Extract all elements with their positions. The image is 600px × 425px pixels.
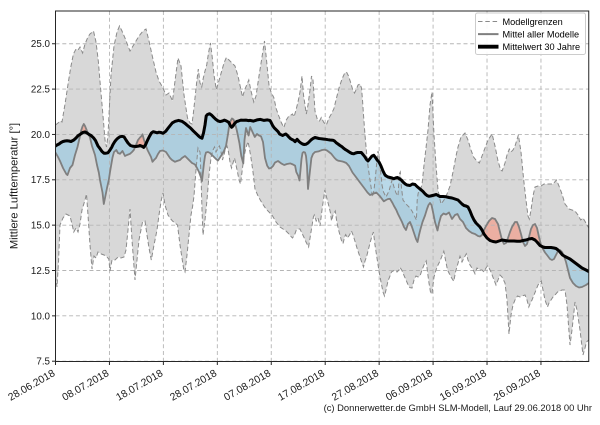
svg-text:(c) Donnerwetter.de GmbH SLM-M: (c) Donnerwetter.de GmbH SLM-Modell, Lau… — [324, 402, 592, 413]
svg-text:10.0: 10.0 — [31, 311, 51, 322]
svg-text:Mittlere Lufttemperatur [°]: Mittlere Lufttemperatur [°] — [9, 123, 21, 249]
svg-text:12.5: 12.5 — [31, 266, 51, 277]
svg-text:Mittel aller Modelle: Mittel aller Modelle — [503, 29, 580, 39]
svg-text:15.0: 15.0 — [31, 221, 51, 232]
svg-text:17.5: 17.5 — [31, 175, 51, 186]
svg-text:25.0: 25.0 — [31, 39, 51, 50]
svg-text:20.0: 20.0 — [31, 130, 51, 141]
svg-text:Mittelwert 30 Jahre: Mittelwert 30 Jahre — [503, 42, 581, 52]
svg-text:Modellgrenzen: Modellgrenzen — [503, 17, 563, 27]
svg-text:7.5: 7.5 — [36, 357, 50, 368]
svg-text:22.5: 22.5 — [31, 85, 51, 96]
